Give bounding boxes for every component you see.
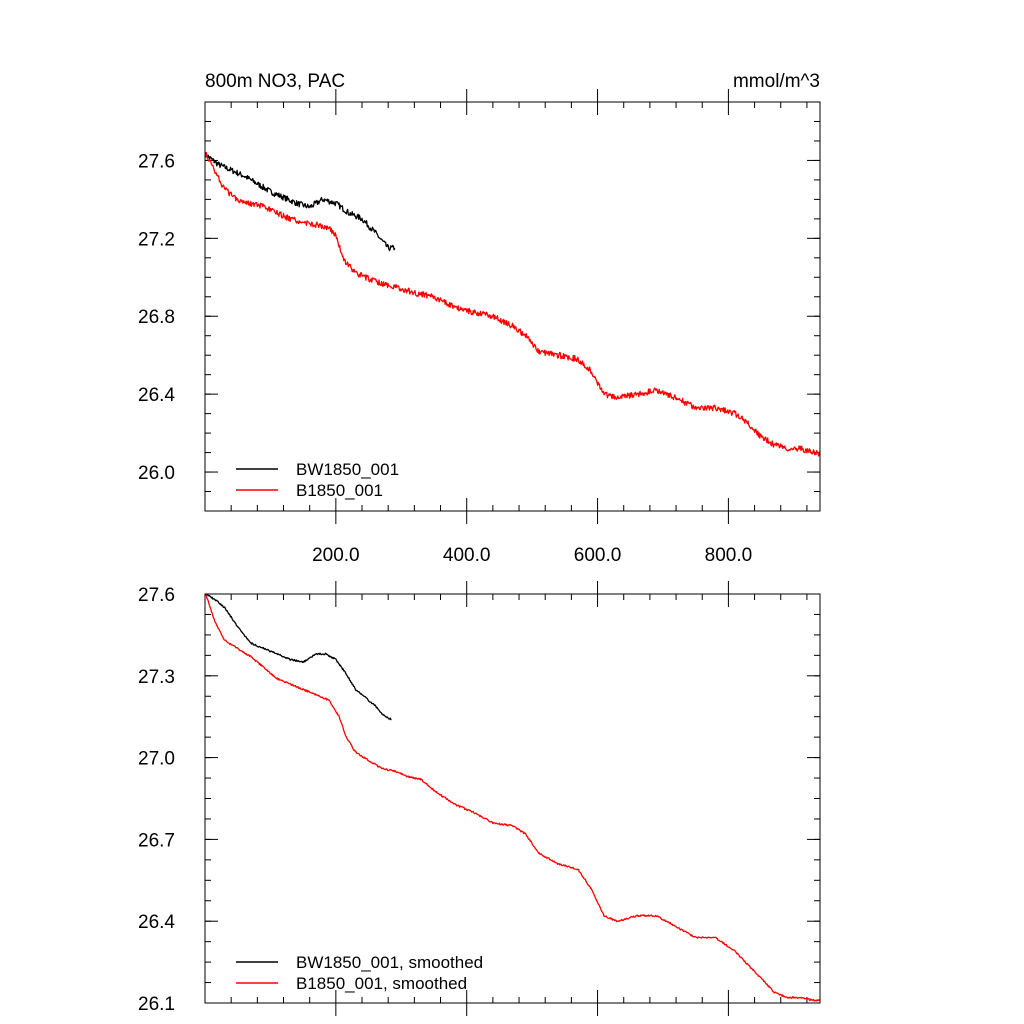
series-line-b1850-001 [205, 152, 821, 457]
series-line-b1850-001-smoothed [205, 594, 821, 1002]
y-tick-label: 26.4 [138, 912, 175, 933]
series-line-bw1850-001-smoothed [205, 593, 392, 721]
tick-marks [205, 89, 820, 524]
y-tick-label: 27.6 [138, 585, 175, 606]
y-tick-label: 26.0 [138, 463, 175, 484]
y-tick-label: 26.7 [138, 830, 175, 851]
tick-marks [205, 581, 820, 1016]
y-tick-label: 27.3 [138, 667, 175, 688]
legend: BW1850_001 B1850_001 [236, 460, 399, 500]
y-tick-label: 27.6 [138, 151, 175, 172]
legend-label-b1850-smoothed: B1850_001, smoothed [296, 974, 467, 993]
tick-labels: 26.1 26.4 26.7 27.0 27.3 27.6 [138, 585, 175, 1015]
chart-title: 800m NO3, PAC [205, 71, 345, 92]
legend-label-bw1850: BW1850_001 [296, 460, 399, 479]
y-tick-label: 27.0 [138, 749, 175, 770]
legend: BW1850_001, smoothed B1850_001, smoothed [236, 953, 483, 993]
series-lines [205, 593, 821, 1002]
y-tick-label: 26.4 [138, 385, 175, 406]
x-tick-label: 800.0 [705, 545, 753, 566]
top-chart-panel: 800m NO3, PAC mmol/m^3 26.026.426.827.22… [138, 71, 821, 566]
plot-frame [204, 593, 821, 1004]
x-tick-label: 600.0 [574, 545, 622, 566]
y-tick-label: 26.1 [138, 994, 175, 1015]
units-label: mmol/m^3 [733, 71, 820, 92]
series-lines [205, 151, 821, 457]
series-line-bw1850-001 [205, 151, 396, 252]
tick-labels: 26.0 26.4 26.8 27.2 27.6 200.0 400.0 600.0 800.0 [138, 151, 752, 566]
y-tick-label: 27.2 [138, 229, 175, 250]
plot-frame [204, 101, 821, 512]
bottom-chart-panel: 26.1 26.4 26.7 27.0 27.3 27.6 BW1850_001, smo… [138, 581, 821, 1016]
x-tick-label: 400.0 [443, 545, 491, 566]
legend-label-b1850: B1850_001 [296, 481, 383, 500]
y-tick-label: 26.8 [138, 307, 175, 328]
x-tick-label: 200.0 [312, 545, 360, 566]
legend-label-bw1850-smoothed: BW1850_001, smoothed [296, 953, 483, 972]
